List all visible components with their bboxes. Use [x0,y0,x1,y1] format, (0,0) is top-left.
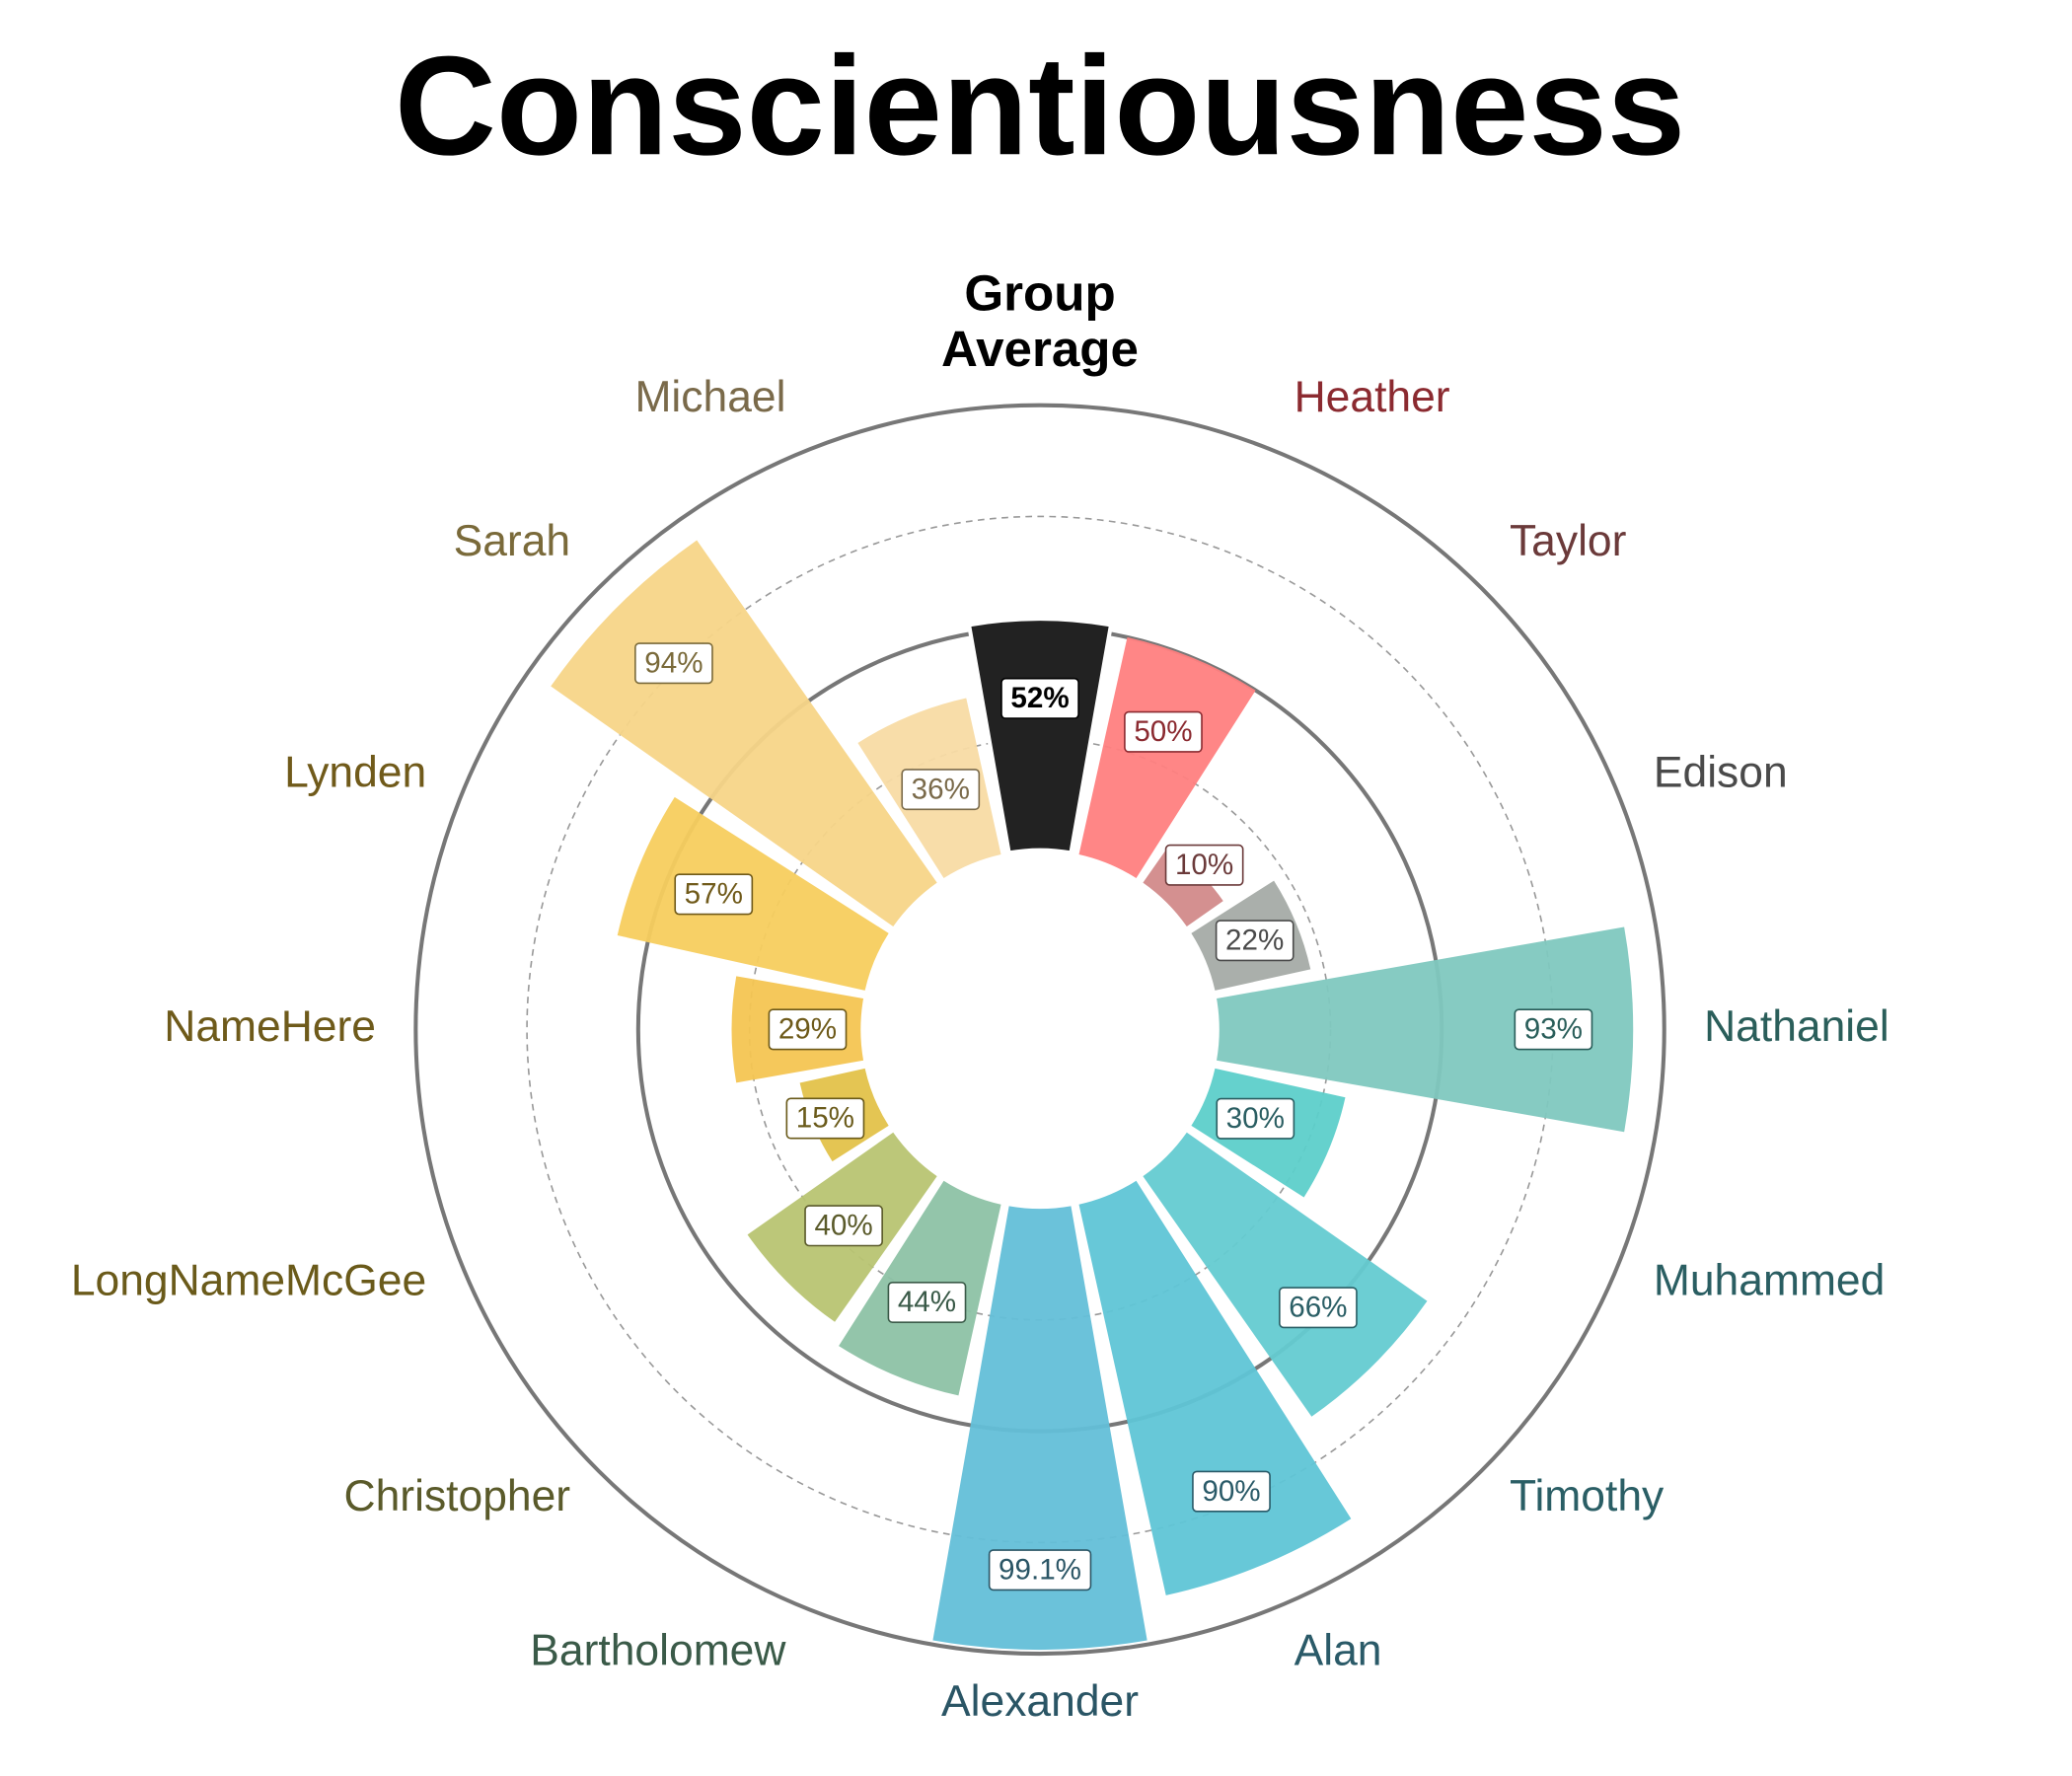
value-label-box [768,1008,848,1051]
value-label: 36% [901,769,981,811]
category-label: Edison [1654,749,1788,797]
value-label-text: 40% [814,1209,872,1241]
chart-title: Conscientiousness [395,28,1685,185]
value-label: 40% [804,1205,883,1247]
value-label: 99.1% [988,1549,1092,1591]
value-label-text: 50% [1134,715,1192,748]
category-label: Alan [1295,1627,1382,1675]
category-label-line: Group [964,264,1115,321]
value-label: 22% [1215,920,1295,962]
value-label-text: 66% [1289,1291,1347,1323]
bar [1078,1180,1352,1595]
category-label: Sarah [454,517,571,565]
value-label-text: 10% [1175,849,1233,881]
value-label-box [1279,1287,1358,1329]
value-label: 10% [1164,844,1244,886]
value-label-box [901,769,981,811]
category-label: Heather [1295,373,1450,421]
value-label: 29% [768,1008,848,1051]
category-label: Michael [634,373,785,421]
grid-circle [413,403,1666,1657]
category-label: Alexander [941,1677,1139,1726]
value-label: 52% [1000,677,1079,719]
value-label: 93% [1514,1008,1593,1051]
bar [966,617,1114,855]
value-label-box [1164,844,1244,886]
value-label: 30% [1216,1097,1295,1140]
value-label: 57% [674,873,754,916]
category-label: LongNameMcGee [71,1257,426,1305]
value-label-box [1124,710,1203,753]
value-label-box [1000,677,1079,719]
value-label-box [1192,1470,1271,1513]
value-label-text: 30% [1226,1102,1285,1135]
value-label-text: 29% [778,1013,837,1046]
value-label-box [988,1549,1092,1591]
value-label: 90% [1192,1470,1271,1513]
value-label-text: 15% [796,1102,854,1135]
value-label-box [1514,1008,1593,1051]
category-label: Bartholomew [530,1627,786,1675]
value-label-box [887,1281,967,1323]
value-label: 44% [887,1281,967,1323]
value-label-box [1215,920,1295,962]
bar [1143,1132,1428,1417]
value-label-text: 99.1% [999,1553,1081,1586]
value-label: 15% [785,1097,865,1140]
bar [617,796,889,991]
value-label-text: 93% [1524,1013,1583,1046]
value-label: 50% [1124,710,1203,753]
category-label: Lynden [284,749,426,797]
bar [1078,636,1256,879]
value-label-box [674,873,754,916]
value-label-text: 22% [1225,924,1284,956]
value-label-box [1216,1097,1295,1140]
value-label: 66% [1279,1287,1358,1329]
category-label: Christopher [344,1472,571,1520]
value-label-text: 94% [644,646,703,679]
value-label-text: 57% [685,878,743,911]
category-label: Muhammed [1654,1257,1885,1305]
category-label: Timothy [1510,1472,1665,1520]
value-label-box [634,642,713,685]
category-label: Group Average [941,264,1139,377]
bar [551,540,937,926]
value-label: 94% [634,642,713,685]
bar [1143,846,1223,926]
value-label-text: 44% [898,1286,956,1318]
category-label: NameHere [164,1002,376,1051]
value-label-box [804,1205,883,1247]
category-label-line: Average [941,320,1139,376]
value-label-box [785,1097,865,1140]
category-label: Nathaniel [1704,1002,1889,1051]
bar [932,1206,1147,1650]
value-label-text: 52% [1010,682,1069,714]
value-label-text: 36% [912,773,970,805]
bar [1217,926,1634,1133]
value-label-text: 90% [1202,1475,1260,1508]
category-label: Taylor [1510,517,1627,565]
